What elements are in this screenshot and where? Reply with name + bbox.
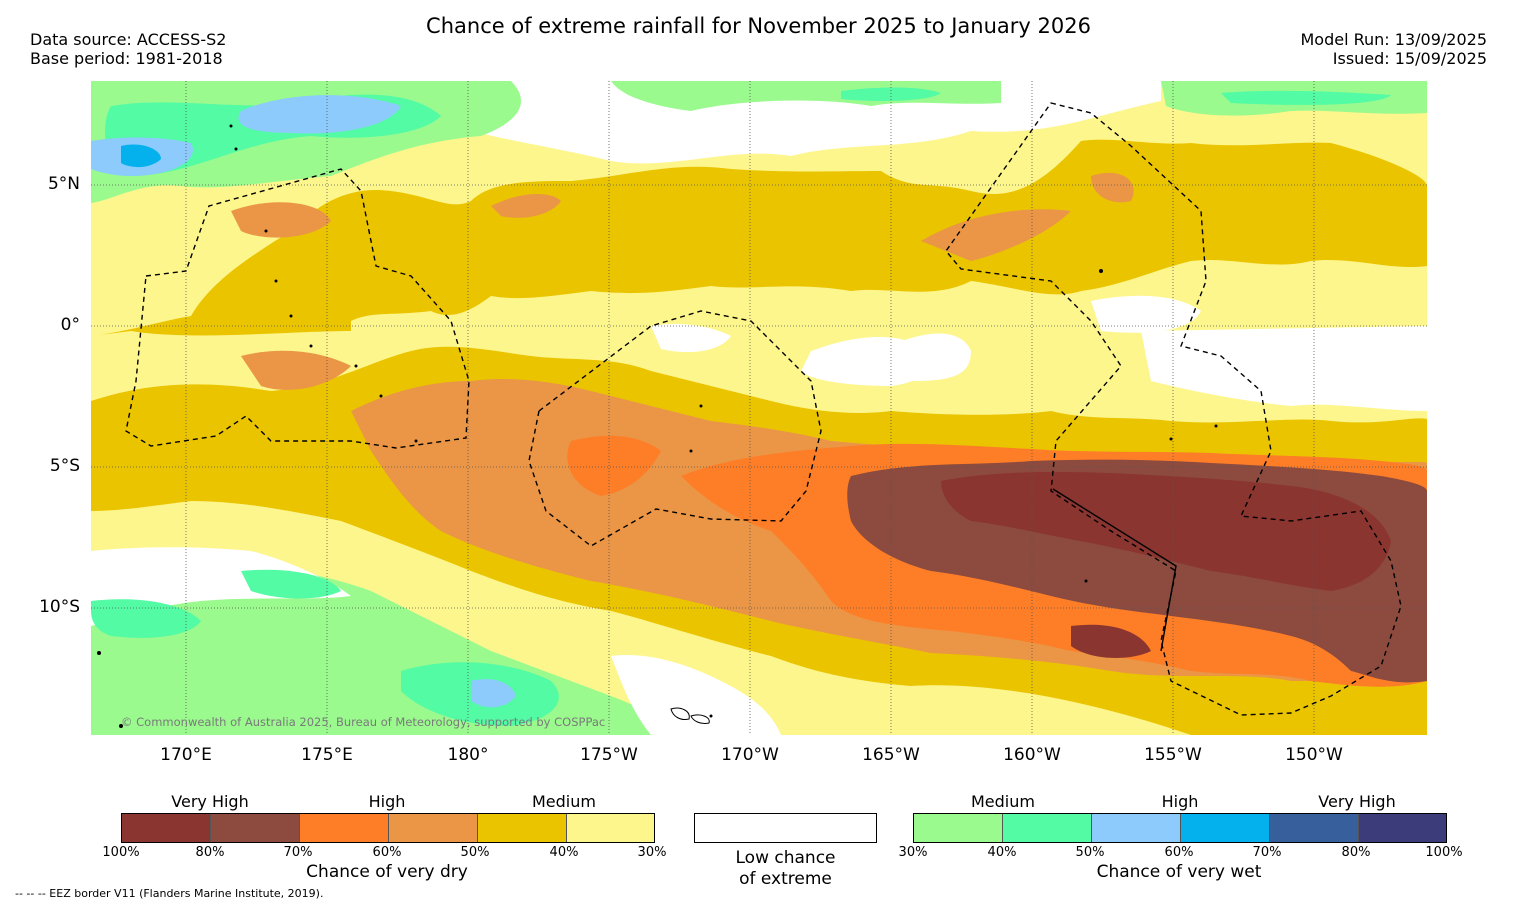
dry-tick: 30% [637, 845, 667, 860]
lon-label-175w: 175°W [580, 745, 638, 765]
island-samoa-2 [690, 714, 710, 724]
lon-label-150w: 150°W [1285, 745, 1343, 765]
dry-50-region-north-3 [921, 209, 1071, 261]
wet-40-region-south-2 [91, 599, 201, 638]
lat-label-5n: 5°N [47, 174, 80, 194]
dry-60-region-west [567, 435, 661, 496]
low-chance-caption-line1: Low chance [735, 848, 836, 868]
dry-80-region-south [1071, 624, 1151, 658]
wet-50-region-south [471, 679, 516, 708]
wet-legend-heading-very-high: Very High [1318, 792, 1396, 811]
dry-50-region-west [241, 350, 351, 390]
dry-tick: 60% [372, 845, 402, 860]
wet-40-region-south-1 [241, 569, 341, 599]
dry-50-region-north-4 [1091, 172, 1134, 203]
dry-legend-caption: Chance of very dry [306, 862, 468, 882]
wet-legend-swatch-30-40 [914, 814, 1002, 842]
data-source-text: Data source: ACCESS-S2 [30, 30, 227, 49]
lat-label-0: 0° [60, 315, 80, 335]
dry-tick: 100% [102, 845, 140, 860]
lat-label-10s: 10°S [39, 597, 80, 617]
dry-legend-heading-medium: Medium [532, 792, 596, 811]
islands [97, 124, 1218, 728]
lon-label-165w: 165°W [862, 745, 920, 765]
dry-tick: 50% [460, 845, 490, 860]
dry-legend-swatch-60-70 [299, 814, 388, 842]
base-period-text: Base period: 1981-2018 [30, 49, 223, 68]
wet-legend-swatch-80-100 [1358, 814, 1446, 842]
island-samoa-1 [670, 707, 690, 720]
graticule [91, 81, 1427, 735]
lon-label-170e: 170°E [160, 745, 212, 765]
wet-legend-swatch-70-80 [1269, 814, 1358, 842]
model-run-text: Model Run: 13/09/2025 [1300, 30, 1488, 49]
low-chance-caption: Low chance of extreme [694, 848, 877, 890]
low-chance-region-south [611, 655, 781, 735]
dry-50-region-north-1 [491, 194, 561, 218]
dry-tick: 40% [549, 845, 579, 860]
copyright-notice: © Commonwealth of Australia 2025, Bureau… [121, 715, 606, 729]
data-source-info: Data source: ACCESS-S2 Base period: 1981… [30, 30, 226, 68]
model-run-info: Model Run: 13/09/2025 Issued: 15/09/2025 [1301, 30, 1488, 68]
low-chance-region-east [1141, 326, 1427, 411]
dry-legend-heading-very-high: Very High [171, 792, 249, 811]
dry-legend-swatch-40-50 [477, 814, 566, 842]
eez-borders [125, 102, 1402, 716]
dry-tick: 80% [195, 845, 225, 860]
low-chance-caption-line2: of extreme [739, 869, 832, 889]
dry-legend-swatch-70-80 [210, 814, 299, 842]
wet-60-region-west [121, 144, 161, 168]
wet-tick: 50% [1075, 845, 1105, 860]
wet-tick: 100% [1425, 845, 1463, 860]
dry-50-region-north-2 [231, 202, 331, 238]
wet-50-region-northwest [238, 95, 401, 134]
low-chance-swatch [694, 813, 877, 843]
wet-tick: 60% [1164, 845, 1194, 860]
eez-border-1 [125, 168, 470, 449]
lon-label-170w: 170°W [721, 745, 779, 765]
lon-label-175e: 175°E [301, 745, 353, 765]
wet-legend-caption: Chance of very wet [1096, 862, 1262, 882]
wet-legend-colorbar [913, 813, 1447, 843]
low-chance-hole-1 [651, 324, 731, 353]
dry-legend-swatch-80-100 [122, 814, 210, 842]
wet-tick: 40% [987, 845, 1017, 860]
wet-40-region-northeast [1221, 90, 1391, 105]
low-chance-hole-3 [891, 333, 971, 381]
wet-legend-swatch-60-70 [1180, 814, 1269, 842]
low-chance-hole-4 [1091, 295, 1201, 333]
dry-tick: 70% [283, 845, 313, 860]
wet-legend-heading-high: High [1161, 792, 1199, 811]
eez-border-2 [528, 310, 822, 547]
issued-date-text: Issued: 15/09/2025 [1332, 49, 1487, 68]
eez-border-3 [945, 102, 1402, 716]
lon-label-180: 180° [447, 745, 489, 765]
dry-80-region [941, 471, 1391, 591]
map-canvas [91, 81, 1427, 735]
map-title: Chance of extreme rainfall for November … [426, 14, 1091, 38]
wet-40-region-north-central [841, 87, 941, 101]
dry-legend-swatch-30-40 [566, 814, 654, 842]
wet-legend-swatch-50-60 [1091, 814, 1180, 842]
wet-tick: 80% [1341, 845, 1371, 860]
eez-border-note: -- -- -- EEZ border V11 (Flanders Marine… [15, 887, 324, 900]
rainfall-map [91, 81, 1427, 735]
lon-label-155w: 155°W [1144, 745, 1202, 765]
dry-legend-colorbar [121, 813, 655, 843]
lat-label-5s: 5°S [49, 456, 80, 476]
wet-tick: 70% [1252, 845, 1282, 860]
dry-legend-heading-high: High [368, 792, 406, 811]
maritime-boundary-line [1052, 488, 1177, 652]
dry-legend-swatch-50-60 [388, 814, 477, 842]
dry-40-region-north [91, 139, 1427, 336]
wet-tick: 30% [898, 845, 928, 860]
wet-legend-swatch-40-50 [1002, 814, 1091, 842]
lon-label-160w: 160°W [1003, 745, 1061, 765]
wet-legend-heading-medium: Medium [971, 792, 1035, 811]
